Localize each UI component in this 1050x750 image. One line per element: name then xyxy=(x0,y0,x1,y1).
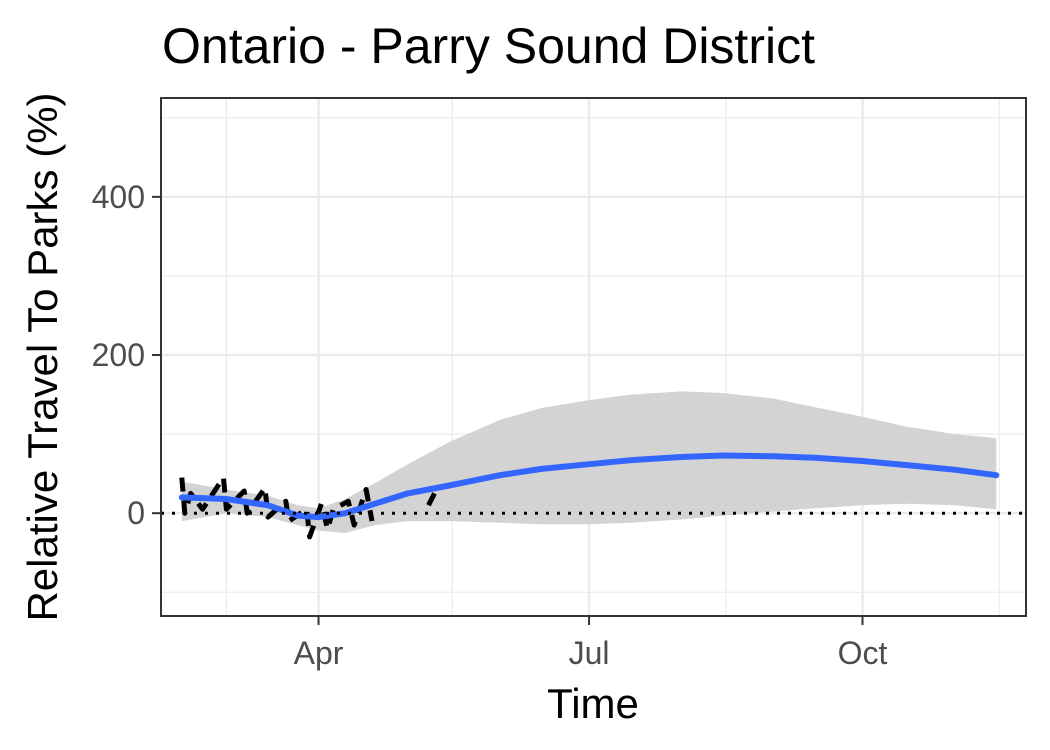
trend-line xyxy=(178,452,1000,521)
x-axis: Apr Jul Oct xyxy=(294,616,888,671)
y-axis-title: Relative Travel To Parks (%) xyxy=(19,92,66,621)
plot-border xyxy=(160,97,1027,617)
observed-series-layer xyxy=(179,475,437,540)
minor-gridlines xyxy=(161,98,1026,616)
chart-title: Ontario - Parry Sound District xyxy=(162,18,815,74)
y-tick-label: 0 xyxy=(127,495,145,531)
observed-series-line xyxy=(179,475,375,540)
trend-layer xyxy=(178,452,1000,521)
observed-series-line xyxy=(426,492,437,507)
y-axis: 0 200 400 xyxy=(92,179,161,531)
y-tick-label: 200 xyxy=(92,337,145,373)
y-tick-label: 400 xyxy=(92,179,145,215)
x-axis-title: Time xyxy=(547,680,639,727)
x-tick-label: Oct xyxy=(838,635,888,671)
x-tick-label: Jul xyxy=(569,635,610,671)
plot-panel xyxy=(161,98,1026,616)
x-tick-label: Apr xyxy=(294,635,344,671)
